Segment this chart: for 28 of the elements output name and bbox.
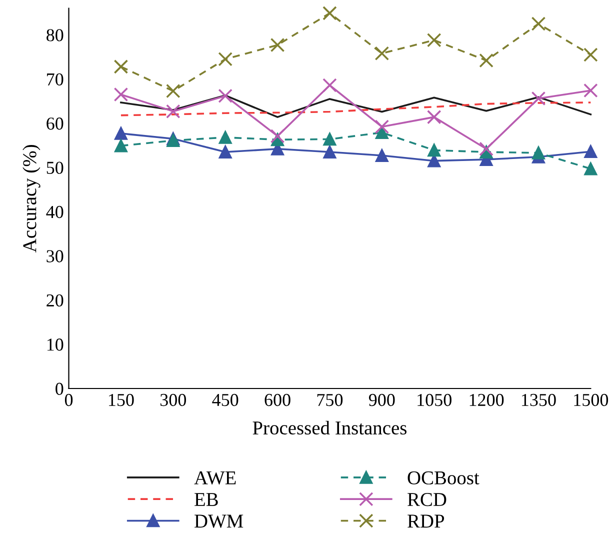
y-tick-label: 70 [47, 73, 64, 86]
y-tick-label: 50 [46, 162, 64, 174]
x-tick-label: 300 [160, 394, 186, 406]
y-tick-label: 60 [46, 118, 64, 130]
x-tick-label: 600 [264, 394, 290, 406]
legend-label: EB [194, 493, 218, 506]
x-tick-label: 450 [212, 394, 238, 406]
y-tick-label: 0 [56, 382, 64, 395]
y-tick-label: 40 [46, 206, 64, 218]
x-tick-label: 900 [368, 394, 395, 406]
y-tick-label: 80 [46, 29, 64, 42]
legend-label: RDP [408, 514, 444, 528]
x-tick-label: 1050 [418, 394, 452, 406]
x-tick-label: 150 [109, 394, 134, 406]
x-tick-label: 1350 [522, 394, 556, 406]
x-tick-label: 1200 [470, 394, 504, 406]
y-tick-label: 20 [46, 294, 64, 307]
x-tick-label: 0 [64, 394, 73, 406]
legend-label: OCBoost [408, 471, 480, 484]
legend-label: DWM [194, 514, 244, 528]
x-axis-title: Processed Instances [252, 420, 406, 435]
y-axis-title: Accuracy (%) [22, 145, 40, 252]
x-tick-label: 750 [317, 394, 343, 406]
y-tick-label: 30 [46, 250, 64, 262]
legend-label: RCD [408, 493, 446, 506]
y-tick-label: 10 [47, 338, 64, 351]
legend-label: AWE [194, 471, 236, 485]
x-tick-label: 1500 [574, 394, 608, 406]
